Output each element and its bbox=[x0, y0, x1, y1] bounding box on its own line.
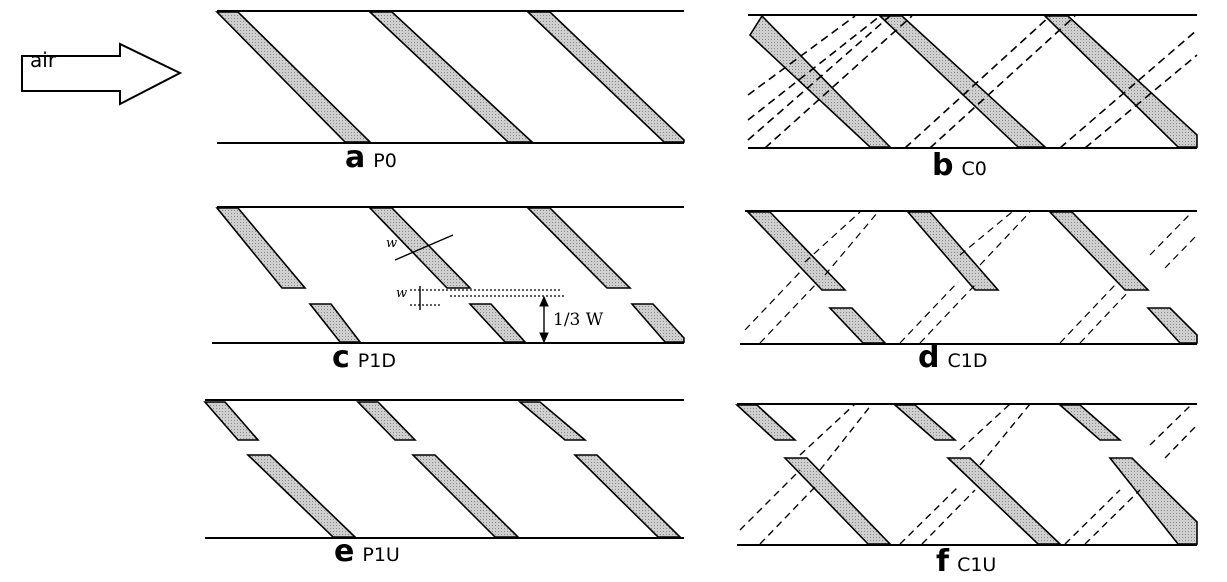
rib-width-label: w bbox=[386, 236, 398, 251]
panel-f-label: f C1U bbox=[936, 544, 996, 579]
panel-a-code: P0 bbox=[373, 150, 397, 172]
panel-e-ribs bbox=[203, 401, 682, 538]
panel-c-ribs bbox=[215, 207, 685, 343]
panel-f-backside-ribs-dashed bbox=[739, 403, 1198, 545]
panel-d-code: C1D bbox=[947, 350, 988, 372]
channel-walls bbox=[205, 10, 1197, 546]
panel-e-letter: e bbox=[334, 534, 355, 569]
panel-f-letter: f bbox=[936, 544, 950, 579]
panel-e-label: e P1U bbox=[334, 534, 400, 569]
panel-c-letter: c bbox=[332, 340, 350, 375]
third-width-label: 1/3 W bbox=[553, 310, 604, 330]
panel-d-label: d C1D bbox=[918, 340, 987, 375]
panel-f-ribs bbox=[734, 404, 1198, 545]
panel-b-backside-ribs-dashed bbox=[747, 15, 1198, 149]
panel-b-label: b C0 bbox=[932, 148, 987, 183]
air-flow-arrow-icon bbox=[21, 42, 183, 106]
panel-a-letter: a bbox=[345, 140, 366, 175]
panel-a-label: a P0 bbox=[345, 140, 397, 175]
panel-a-ribs bbox=[215, 11, 685, 143]
panel-b-letter: b bbox=[932, 148, 954, 183]
panel-c-dimension-marks bbox=[394, 234, 565, 344]
panel-d-ribs bbox=[746, 211, 1198, 344]
panel-d-backside-ribs-dashed bbox=[744, 211, 1198, 344]
panel-d-letter: d bbox=[918, 340, 940, 375]
air-label: air bbox=[30, 48, 57, 72]
panel-f-code: C1U bbox=[957, 554, 997, 576]
panel-e-code: P1U bbox=[362, 544, 400, 566]
gap-width-label: w bbox=[396, 286, 408, 301]
panel-b-code: C0 bbox=[961, 158, 987, 180]
panel-b-ribs bbox=[748, 14, 1198, 148]
panel-c-code: P1D bbox=[357, 350, 396, 372]
panel-c-label: c P1D bbox=[332, 340, 396, 375]
